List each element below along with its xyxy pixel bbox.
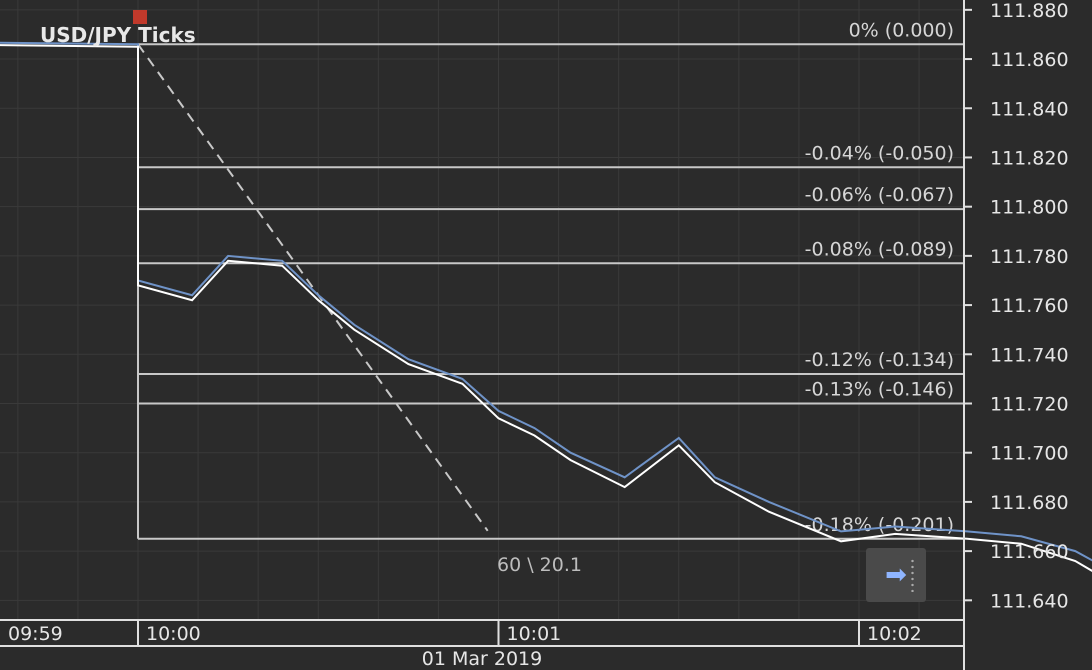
trend-line — [137, 43, 489, 532]
series-line — [0, 41, 1092, 562]
y-tick-label: 111.640 — [990, 590, 1069, 612]
x-tick-label: 10:01 — [507, 623, 562, 645]
title-area: USD/JPY Ticks — [40, 10, 196, 47]
y-axis-ticks: 111.880 111.860 111.840 111.820 111.800 111.7… — [964, 0, 1069, 612]
series-line — [0, 44, 1092, 573]
y-tick-label: 111.720 — [990, 393, 1069, 415]
y-tick-label: 111.700 — [990, 443, 1069, 465]
axes — [0, 0, 965, 670]
y-tick-label: 111.840 — [990, 98, 1069, 120]
x-axis-ticks: 09:59 10:00 10:01 10:02 — [8, 620, 922, 646]
scroll-to-end-button[interactable]: ➡ — [866, 548, 926, 602]
chart-title: USD/JPY Ticks — [40, 23, 196, 47]
drag-handle-icon — [911, 558, 914, 592]
fib-level-label: -0.04% (-0.050) — [805, 142, 954, 164]
y-tick-label: 111.800 — [990, 197, 1069, 219]
x-tick-label: 10:02 — [867, 623, 922, 645]
y-tick-label: 111.820 — [990, 147, 1069, 169]
y-tick-label: 111.680 — [990, 492, 1069, 514]
fib-level-label: -0.06% (-0.067) — [805, 184, 954, 206]
y-tick-label: 111.740 — [990, 344, 1069, 366]
fib-level-label: -0.08% (-0.089) — [805, 238, 954, 260]
y-tick-label: 111.880 — [990, 0, 1069, 22]
y-tick-label: 111.660 — [990, 541, 1069, 563]
y-tick-label: 111.760 — [990, 295, 1069, 317]
y-tick-label: 111.780 — [990, 246, 1069, 268]
x-tick-label: 09:59 — [8, 623, 63, 645]
trend-line-segment[interactable] — [137, 43, 489, 532]
x-tick-label: 10:00 — [146, 623, 201, 645]
fibonacci-levels: 0% (0.000) -0.04% (-0.050) -0.06% (-0.067)… — [137, 19, 964, 540]
grid — [0, 0, 964, 620]
price-series — [0, 41, 1092, 573]
fib-level-label: -0.12% (-0.134) — [805, 349, 954, 371]
instrument-marker — [133, 10, 147, 24]
fib-level-label: -0.13% (-0.146) — [805, 378, 954, 400]
measurement-annotation: 60 \ 20.1 — [497, 554, 582, 576]
fib-level-label: 0% (0.000) — [849, 19, 954, 41]
date-label: 01 Mar 2019 — [422, 648, 542, 670]
y-tick-label: 111.860 — [990, 49, 1069, 71]
right-arrow-icon: ➡ — [885, 560, 907, 590]
